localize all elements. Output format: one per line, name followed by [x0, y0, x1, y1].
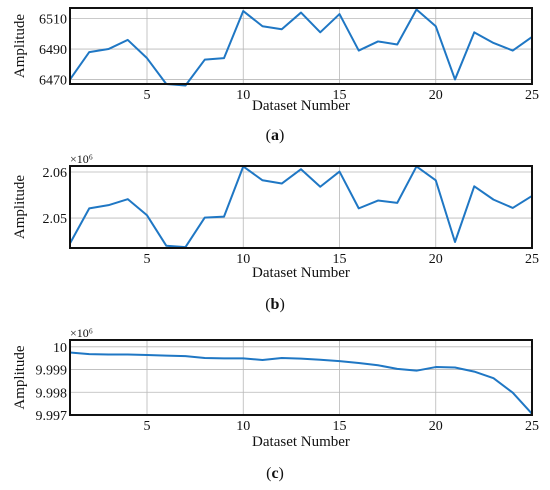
panel-b-exponent-label: ×10⁶ — [70, 152, 93, 166]
panel-b-x-tick-label: 20 — [429, 252, 443, 267]
panel-b-plot-frame — [69, 165, 533, 249]
panel-a-y-axis-label: Amplitude — [12, 14, 28, 79]
panel-a: 5 10 15 20 25 6470 6490 6510 Dataset Number Ampli… — [12, 7, 539, 144]
panel-b-y-axis-label: Amplitude — [12, 175, 28, 240]
panel-b: 5 10 15 20 25 2.05 2.06×10⁶ Dataset Number Ampli… — [12, 152, 539, 313]
panel-a-x-tick-label: 10 — [236, 88, 250, 103]
panel-a-y-tick-label: 6470 — [39, 73, 67, 88]
panel-c-x-tick-label: 10 — [236, 419, 250, 434]
panel-a-y-tick-label: 6510 — [39, 13, 67, 28]
panel-b-x-axis-label: Dataset Number — [252, 265, 350, 281]
panel-b-y-tick-label: 2.05 — [43, 212, 68, 227]
panel-caption-c: (c) — [266, 465, 284, 482]
panel-c-exponent-label: ×10⁶ — [70, 326, 93, 340]
panel-caption-a: (a) — [266, 127, 285, 144]
panel-b-y-tick-label: 2.06 — [43, 166, 68, 181]
panel-b-series-line — [69, 165, 533, 249]
panel-c-y-tick-label: 9.998 — [36, 386, 68, 401]
panel-c-x-tick-label: 20 — [429, 419, 443, 434]
panel-a-series-line — [69, 8, 533, 87]
panel-c-x-tick-label: 15 — [333, 419, 347, 434]
panel-c-y-tick-label: 9.997 — [36, 409, 68, 424]
panel-a-x-tick-label: 15 — [333, 88, 347, 103]
panel-c-x-axis-label: Dataset Number — [252, 434, 350, 450]
panel-c-x-tick-label: 5 — [144, 419, 151, 434]
panel-c-plot-frame — [69, 339, 533, 416]
panel-c-y-tick-label: 10 — [53, 341, 67, 356]
panel-b-x-tick-label: 25 — [525, 252, 539, 267]
panel-c-series-line — [69, 351, 533, 415]
panel-a-y-tick-label: 6490 — [39, 43, 67, 58]
panel-a-plot-frame — [69, 7, 533, 85]
panel-a-x-tick-label: 20 — [429, 88, 443, 103]
panel-c-y-axis-label: Amplitude — [12, 345, 28, 410]
panel-c-y-tick-label: 9.999 — [36, 364, 68, 379]
panel-b-x-tick-label: 5 — [144, 252, 151, 267]
panel-b-x-tick-label: 10 — [236, 252, 250, 267]
panel-caption-b: (b) — [265, 296, 285, 313]
panel-a-x-tick-label: 25 — [525, 88, 539, 103]
panel-b-x-tick-label: 15 — [333, 252, 347, 267]
panel-a-x-axis-label: Dataset Number — [252, 98, 350, 114]
panel-c-x-tick-label: 25 — [525, 419, 539, 434]
panel-a-x-tick-label: 5 — [144, 88, 151, 103]
